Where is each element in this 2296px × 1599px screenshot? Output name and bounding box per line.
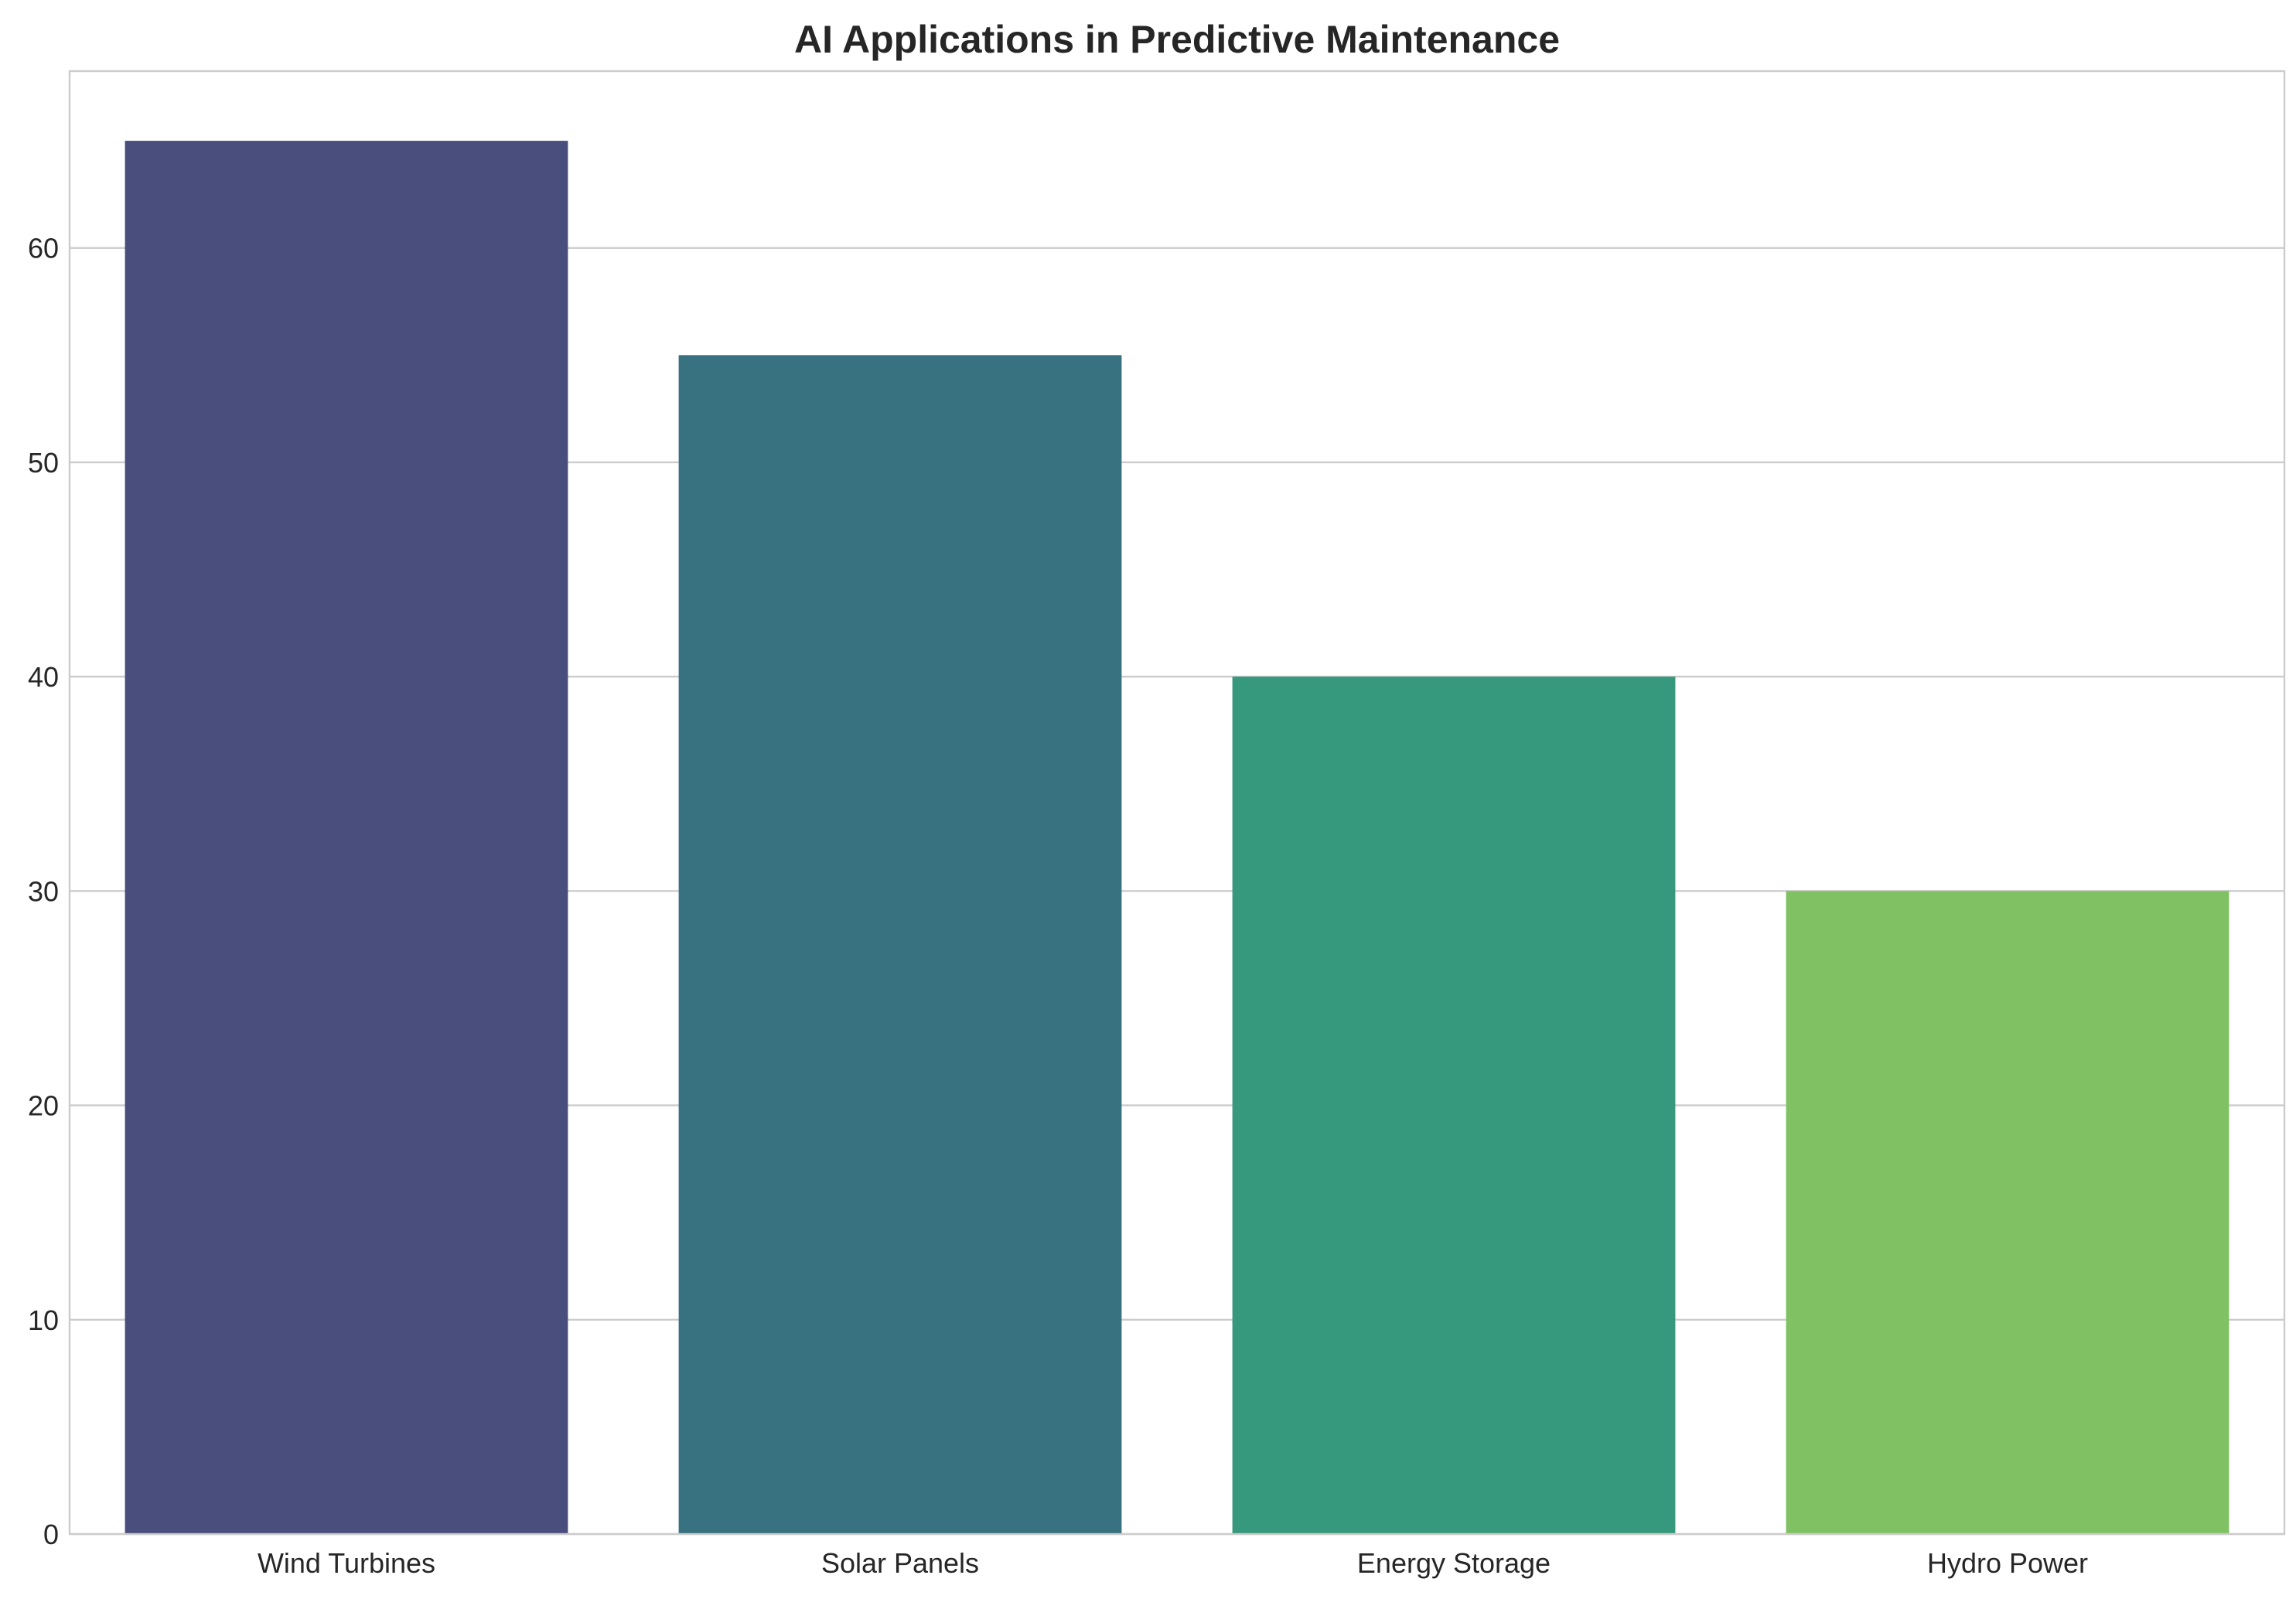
x-tick-label: Energy Storage <box>1357 1547 1551 1579</box>
chart-title: AI Applications in Predictive Maintenanc… <box>794 18 1560 61</box>
bar-wind-turbines <box>125 141 568 1535</box>
y-tick-labels: 0 10 20 30 40 50 60 <box>28 233 59 1550</box>
y-tick-label: 20 <box>28 1090 59 1122</box>
y-tick-label: 30 <box>28 875 59 907</box>
bar-solar-panels <box>678 355 1122 1535</box>
x-tick-label: Solar Panels <box>821 1547 979 1579</box>
bars <box>125 141 2229 1535</box>
y-tick-label: 60 <box>28 233 59 264</box>
x-tick-label: Hydro Power <box>1927 1547 2088 1579</box>
y-tick-label: 0 <box>43 1519 59 1550</box>
bar-hydro-power <box>1786 891 2229 1534</box>
y-tick-label: 10 <box>28 1304 59 1336</box>
plot-frame <box>68 70 2286 1536</box>
bar-energy-storage <box>1232 677 1676 1535</box>
x-tick-labels: Wind Turbines Solar Panels Energy Storage H… <box>258 1547 2088 1579</box>
x-tick-label: Wind Turbines <box>258 1547 435 1579</box>
y-tick-label: 40 <box>28 661 59 693</box>
y-tick-label: 50 <box>28 447 59 479</box>
